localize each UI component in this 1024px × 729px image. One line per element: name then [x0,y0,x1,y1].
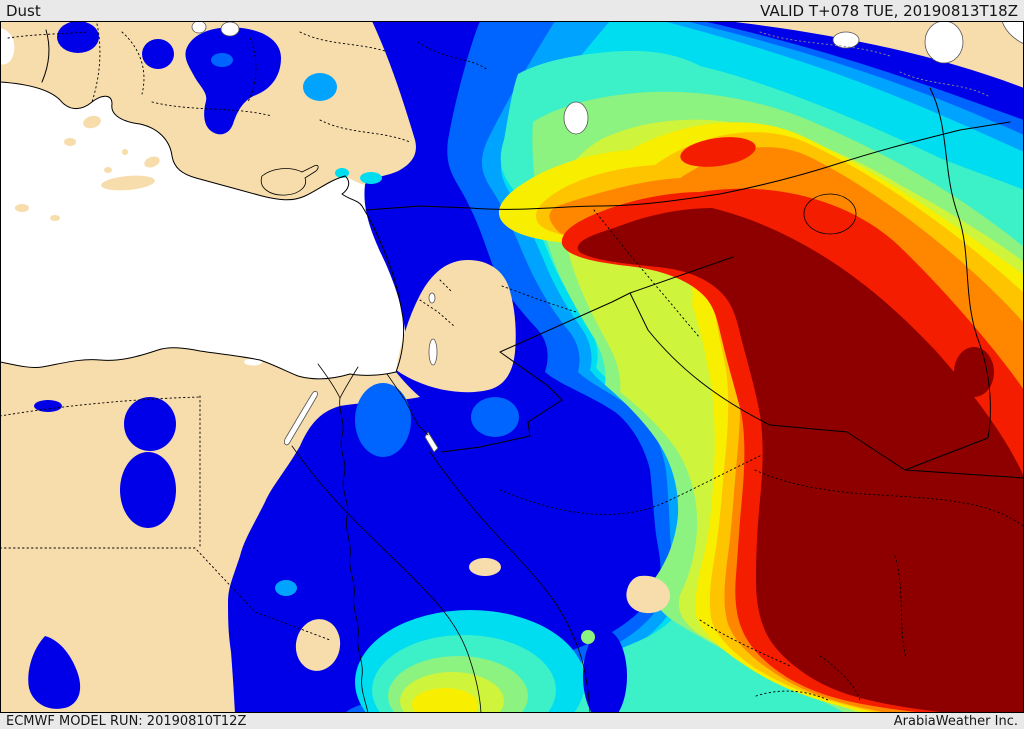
west-dust-blobs [28,21,519,709]
red-sea-east-coast [429,451,591,713]
dark-red-maximum-spot [803,193,857,235]
dust-contour-bands [228,21,1024,713]
iran-border [904,87,991,471]
nile-river [317,363,369,713]
header-bar: Dust VALID T+078 TUE, 20190813T18Z [0,0,1024,21]
model-run-label: ECMWF MODEL RUN: 20190810T12Z [6,713,247,729]
provider-label: ArabiaWeather Inc. [893,713,1018,729]
caspian-corner [1001,21,1024,45]
lake-assad [563,101,589,135]
dark-red-edge-spot [954,347,994,397]
levant-dust-free-wedge [396,260,516,393]
page-title: Dust [6,1,41,20]
lake-urmia [924,21,964,64]
iraq-saudi-border [499,256,1024,479]
jordan-saudi-border [441,351,563,453]
gulf-of-suez [284,390,318,446]
lakes [191,21,1024,453]
red-sea-west-coast [291,445,482,713]
turkey-syria-border [365,121,1011,211]
lake-van [832,31,860,49]
blue-finger [583,630,627,713]
levant-africa-coastline [0,205,405,380]
gulf-of-aqaba [424,431,439,453]
island-cyprus [260,164,319,196]
island-crete [101,175,155,191]
south-dust-maximum [355,610,627,713]
map-borders [0,23,1024,713]
sea-region [0,28,406,379]
egypt-israel-border [386,373,429,436]
footer-bar: ECMWF MODEL RUN: 20190810T12Z ArabiaWeat… [0,713,1024,729]
dust-free-patches [295,260,671,671]
egypt-sudan-border [0,547,331,641]
islands [15,115,319,221]
dead-sea [428,338,438,366]
red-maximum-spot [680,137,756,167]
map-canvas [0,21,1024,713]
dust-forecast-map [0,21,1024,713]
syria-iraq-border [593,209,701,339]
turkey-greece-border [41,29,50,83]
turkey-coastline [0,81,363,207]
valid-time-label: VALID T+078 TUE, 20190813T18Z [760,1,1018,20]
